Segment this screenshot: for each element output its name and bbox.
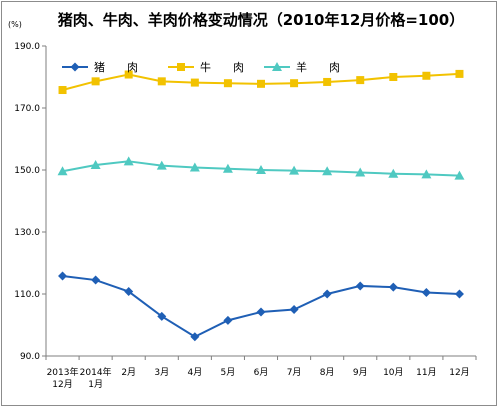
data-point: [256, 165, 266, 174]
x-tick-label: 12月: [52, 379, 72, 390]
data-point: [422, 71, 431, 80]
y-axis-unit: (%): [8, 20, 22, 29]
y-tick-label: 150.0: [14, 166, 40, 176]
x-tick-label: 11月: [416, 367, 436, 378]
x-tick-label: 7月: [287, 367, 302, 378]
x-tick-label: 2014年: [80, 366, 112, 378]
data-point: [123, 156, 134, 166]
x-tick-label: 8月: [320, 367, 335, 378]
legend: 猪 肉牛 肉羊 肉: [62, 60, 340, 74]
series-line: [62, 275, 460, 338]
data-point: [189, 162, 200, 172]
series-group: [57, 69, 465, 342]
data-point: [272, 62, 282, 71]
x-tick-label: 2013年: [47, 366, 79, 378]
legend-entry-2: 牛 肉: [168, 60, 244, 74]
x-tick-label: 10月: [383, 367, 403, 378]
data-point: [421, 169, 432, 179]
data-point: [57, 166, 68, 176]
x-tick-label: 4月: [187, 367, 202, 378]
data-point: [389, 73, 398, 81]
data-point: [223, 315, 233, 325]
data-point: [323, 77, 332, 86]
data-point: [91, 77, 100, 86]
data-point: [177, 63, 185, 71]
x-tick-label: 1月: [88, 379, 103, 390]
data-point: [124, 70, 133, 79]
legend-entry-1: 猪 肉: [62, 61, 138, 74]
x-tick-label: 9月: [353, 367, 368, 378]
series-1: [58, 271, 464, 342]
data-point: [289, 305, 299, 314]
data-point: [257, 79, 265, 88]
chart-title: 猪肉、牛肉、羊肉价格变动情况（2010年12月价格=100）: [57, 11, 465, 29]
data-point: [454, 170, 465, 180]
x-tick-label: 2月: [121, 367, 136, 378]
legend-label: 牛 肉: [200, 60, 244, 74]
data-point: [290, 79, 299, 88]
x-tick-label: 6月: [254, 367, 269, 378]
legend-label: 猪 肉: [94, 61, 138, 74]
data-point: [222, 163, 233, 173]
data-point: [156, 160, 167, 170]
data-point: [256, 307, 266, 317]
data-point: [157, 311, 167, 321]
data-point: [322, 289, 332, 299]
data-point: [190, 332, 200, 342]
data-point: [322, 166, 333, 176]
x-tick-label: 5月: [221, 367, 236, 378]
series-3: [57, 156, 465, 180]
y-tick-label: 190.0: [14, 42, 40, 52]
data-point: [355, 167, 366, 177]
x-tick-label: 3月: [154, 367, 169, 378]
data-point: [190, 78, 199, 87]
data-point: [58, 271, 68, 281]
data-point: [58, 86, 67, 95]
data-point: [421, 287, 431, 297]
y-axis-ticks: 90.0 110.0 130.0 150.0 170.0 190.0: [14, 42, 46, 362]
data-point: [70, 62, 80, 72]
axes: [45, 46, 476, 357]
data-point: [356, 76, 365, 85]
data-point: [157, 77, 166, 86]
data-point: [388, 282, 398, 292]
legend-label: 羊 肉: [296, 60, 340, 74]
y-tick-label: 110.0: [14, 290, 40, 300]
series-2: [58, 69, 464, 95]
y-tick-label: 130.0: [14, 228, 40, 238]
x-tick-label: 12月: [449, 367, 469, 378]
legend-entry-3: 羊 肉: [264, 60, 340, 74]
data-point: [455, 69, 464, 78]
data-point: [388, 168, 399, 178]
data-point: [91, 275, 101, 285]
data-point: [223, 79, 232, 88]
data-point: [90, 160, 101, 170]
y-tick-label: 170.0: [14, 104, 40, 114]
data-point: [454, 289, 464, 299]
y-tick-label: 90.0: [20, 352, 40, 362]
data-point: [124, 287, 134, 297]
data-point: [355, 281, 365, 291]
data-point: [289, 165, 300, 175]
